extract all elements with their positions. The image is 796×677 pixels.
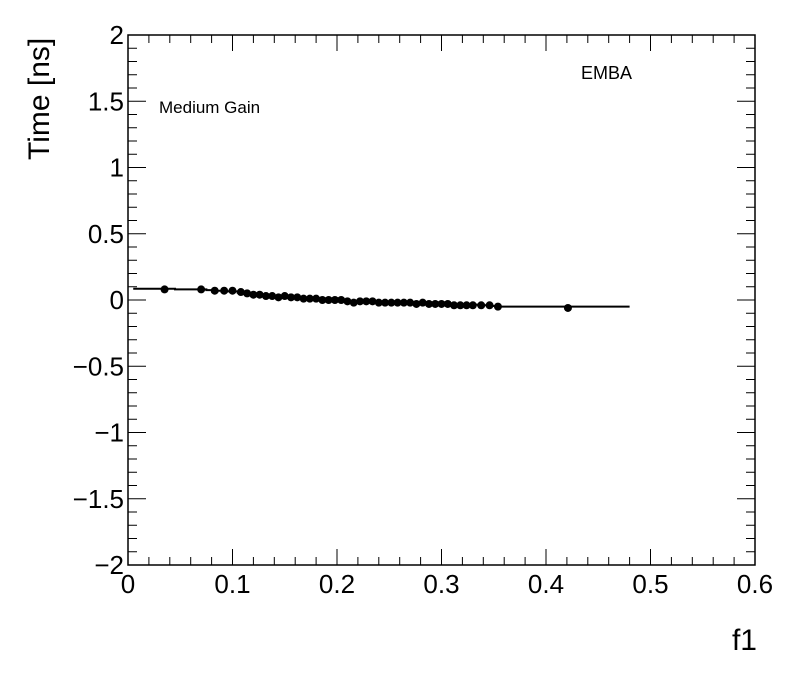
data-point [462, 301, 471, 310]
data-point [210, 286, 219, 295]
data-point [324, 296, 333, 304]
data-point [431, 299, 440, 308]
annotation-gain: Medium Gain [159, 98, 260, 117]
data-point [412, 299, 421, 308]
data-point [330, 296, 339, 304]
x-tick-label: 0.6 [737, 569, 773, 599]
data-point [349, 298, 358, 307]
data-point [243, 289, 252, 298]
axis-ticks [127, 34, 756, 566]
data-point [261, 292, 270, 301]
data-point [406, 298, 415, 307]
data-point [197, 285, 206, 294]
series-layer [133, 285, 630, 312]
axis-tick-labels: 0 0.1 0.2 0.3 0.4 0.5 0.6 −2 −1.5 −1 −0.5 0 0.5 1 1.5 2 [73, 20, 773, 599]
data-point [293, 293, 302, 302]
data-point [368, 297, 377, 306]
data-point [493, 302, 502, 311]
data-point [424, 299, 433, 308]
data-point [318, 296, 327, 304]
data-point [236, 288, 245, 297]
y-tick-label: 1.5 [88, 86, 124, 116]
x-tick-label: 0.5 [632, 569, 668, 599]
data-point [477, 301, 486, 310]
data-point [485, 301, 494, 310]
data-point [443, 299, 452, 308]
annotation-partition: EMBA [581, 63, 632, 83]
y-tick-label: 0 [110, 285, 124, 315]
x-tick-label: 0 [121, 569, 135, 599]
data-point [362, 297, 371, 306]
x-tick-label: 0.4 [528, 569, 564, 599]
y-tick-label: 0.5 [88, 219, 124, 249]
data-point [268, 292, 277, 301]
data-point [280, 292, 289, 301]
x-tick-label: 0.2 [319, 569, 355, 599]
data-point [418, 298, 427, 307]
y-tick-label: 2 [110, 20, 124, 50]
data-point [387, 298, 396, 307]
data-point [249, 290, 258, 299]
data-point [312, 294, 321, 303]
data-point [374, 298, 383, 307]
x-tick-label: 0.3 [423, 569, 459, 599]
y-tick-label: −2 [94, 550, 124, 580]
data-point [274, 293, 283, 302]
y-tick-label: −0.5 [73, 351, 124, 381]
data-point [287, 293, 296, 302]
x-axis-title: f1 [732, 624, 757, 657]
data-point [220, 286, 229, 295]
data-point [468, 301, 477, 310]
data-point [255, 290, 264, 299]
data-point [381, 298, 390, 307]
y-tick-label: −1.5 [73, 484, 124, 514]
data-point [355, 297, 364, 306]
data-point [563, 303, 572, 312]
data-point [393, 298, 402, 307]
data-point [299, 294, 308, 303]
y-axis-title: Time [ns] [23, 38, 56, 160]
data-point [399, 298, 408, 307]
data-point [228, 286, 237, 295]
data-point [337, 296, 346, 304]
data-point [437, 299, 446, 308]
data-point [305, 294, 314, 303]
x-tick-label: 0.1 [214, 569, 250, 599]
data-point [160, 285, 169, 294]
y-tick-label: 1 [110, 153, 124, 183]
data-point [456, 301, 465, 310]
data-point [343, 297, 352, 306]
y-tick-label: −1 [94, 418, 124, 448]
data-point [450, 301, 459, 310]
